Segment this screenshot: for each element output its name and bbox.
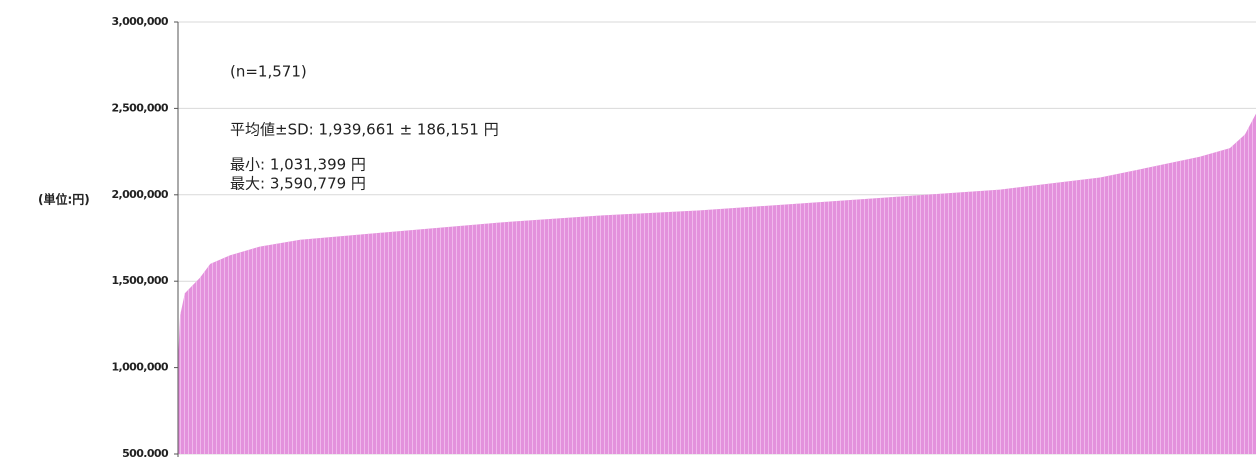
- annotation: 平均値±SD: 1,939,661 ± 186,151 円: [230, 121, 499, 139]
- annotation: 最大: 3,590,779 円: [230, 175, 366, 193]
- y-tick-label: 2,500,000: [111, 101, 168, 114]
- annotation: (n=1,571): [230, 63, 307, 81]
- area-stripes: [178, 113, 1256, 455]
- annotation: 最小: 1,031,399 円: [230, 156, 366, 174]
- y-tick-label: 2,000,000: [111, 188, 168, 201]
- y-tick-label: 500,000: [122, 447, 169, 457]
- y-tick-label: 3,000,000: [111, 15, 168, 28]
- y-tick-label: 1,000,000: [111, 361, 168, 374]
- y-tick-label: 1,500,000: [111, 274, 168, 287]
- y-axis-label: (単位:円): [38, 192, 90, 207]
